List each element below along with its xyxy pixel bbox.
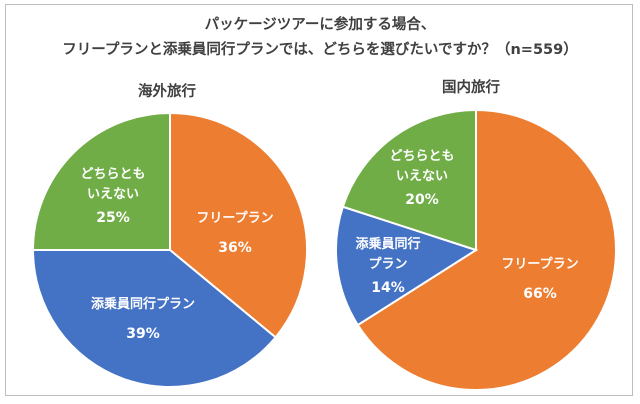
pie-title-domestic: 国内旅行 xyxy=(442,80,500,96)
overseas-slice-free-plan xyxy=(169,111,308,339)
overseas-label-neither: どちらともいえない xyxy=(80,167,145,202)
domestic-percent-escorted-plan: 14% xyxy=(371,280,405,296)
overseas-percent-free-plan: 36% xyxy=(218,240,252,256)
chart-title-line2: フリープランと添乗員同行プランでは、どちらを選びたいですか？（n=559） xyxy=(62,42,578,58)
domestic-percent-free-plan: 66% xyxy=(523,286,557,302)
domestic-label-neither: どちらともいえない xyxy=(389,149,454,184)
domestic-slice-neither xyxy=(341,108,477,252)
chart-title-line1: パッケージツアーに参加する場合、 xyxy=(204,17,436,33)
overseas-label-escorted-plan: 添乗員同行プラン xyxy=(91,296,195,312)
overseas-slice-neither xyxy=(31,111,171,251)
domestic-label-escorted-plan: 添乗員同行プラン xyxy=(355,236,420,272)
domestic-percent-neither: 20% xyxy=(405,192,439,208)
overseas-percent-escorted-plan: 39% xyxy=(126,326,160,342)
domestic-slice-free-plan xyxy=(356,108,617,391)
overseas-label-free-plan: フリープラン xyxy=(196,211,273,226)
domestic-slice-escorted-plan xyxy=(335,205,479,327)
pie-title-overseas: 海外旅行 xyxy=(138,84,196,100)
overseas-percent-neither: 25% xyxy=(96,210,130,226)
overseas-slice-escorted-plan xyxy=(31,249,277,388)
domestic-label-free-plan: フリープラン xyxy=(501,257,578,272)
